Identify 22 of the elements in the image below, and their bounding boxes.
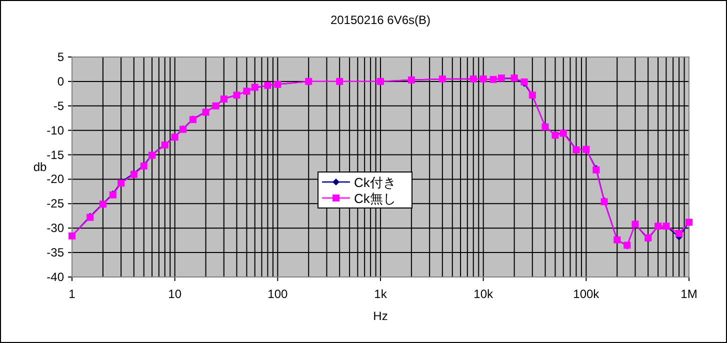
x-tick-label: 1M xyxy=(680,287,698,301)
y-axis-title: db xyxy=(33,160,47,174)
y-tick-label: 0 xyxy=(57,74,64,88)
y-tick-label: -20 xyxy=(46,172,64,186)
x-axis-title: Hz xyxy=(373,309,388,323)
y-tick-label: -15 xyxy=(46,148,64,162)
x-tick-label: 100 xyxy=(268,287,288,301)
x-tick-label: 100k xyxy=(573,287,600,301)
x-tick-label: 10k xyxy=(474,287,494,301)
y-tick-label: -40 xyxy=(46,270,64,284)
legend-label: Ck無し xyxy=(354,191,396,206)
y-tick-label: -10 xyxy=(46,123,64,138)
x-tick-label: 10 xyxy=(168,287,182,301)
y-tick-label: -5 xyxy=(53,98,64,113)
y-tick-label: -35 xyxy=(46,246,64,260)
y-tick-label: 5 xyxy=(57,50,64,64)
legend-label: Ck付き xyxy=(354,175,396,190)
x-tick-label: 1k xyxy=(374,287,388,301)
y-tick-label: -30 xyxy=(46,221,64,236)
y-tick-label: -25 xyxy=(46,196,64,211)
x-tick-label: 1 xyxy=(68,287,76,301)
chart-title: 20150216 6V6s(B) xyxy=(330,13,431,27)
